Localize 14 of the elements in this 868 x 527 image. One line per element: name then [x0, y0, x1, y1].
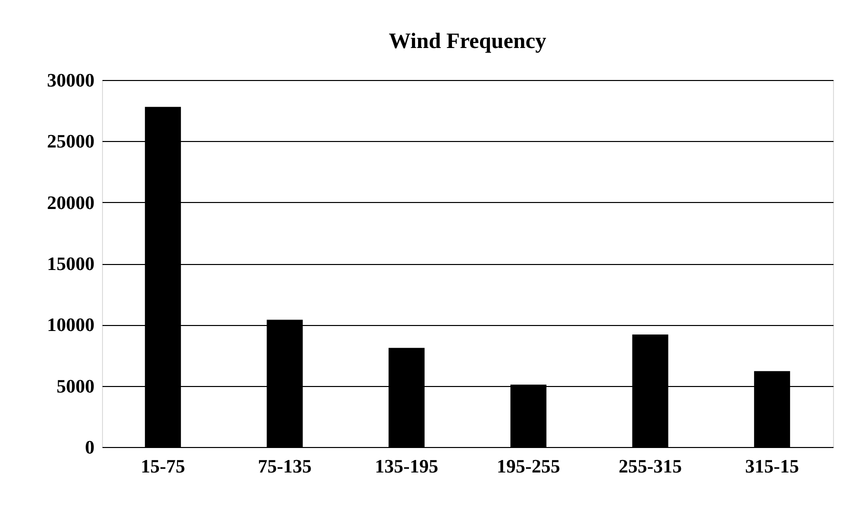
chart-title: Wind Frequency — [388, 28, 546, 53]
x-tick-label: 195-255 — [496, 456, 560, 478]
y-tick-label: 0 — [85, 438, 94, 458]
x-tick-label: 255-315 — [618, 456, 682, 478]
y-tick-label: 5000 — [56, 376, 94, 398]
y-tick-label: 15000 — [47, 254, 94, 275]
x-tick-label: 135-195 — [374, 456, 438, 478]
y-tick-label: 30000 — [47, 70, 94, 92]
y-tick-label: 25000 — [47, 132, 94, 153]
x-tick-label: 15-75 — [140, 456, 186, 478]
y-tick-label: 10000 — [47, 315, 94, 336]
y-tick-label: 20000 — [47, 192, 94, 214]
x-tick-label: 75-135 — [258, 456, 312, 478]
x-tick-label: 315-15 — [745, 456, 799, 478]
